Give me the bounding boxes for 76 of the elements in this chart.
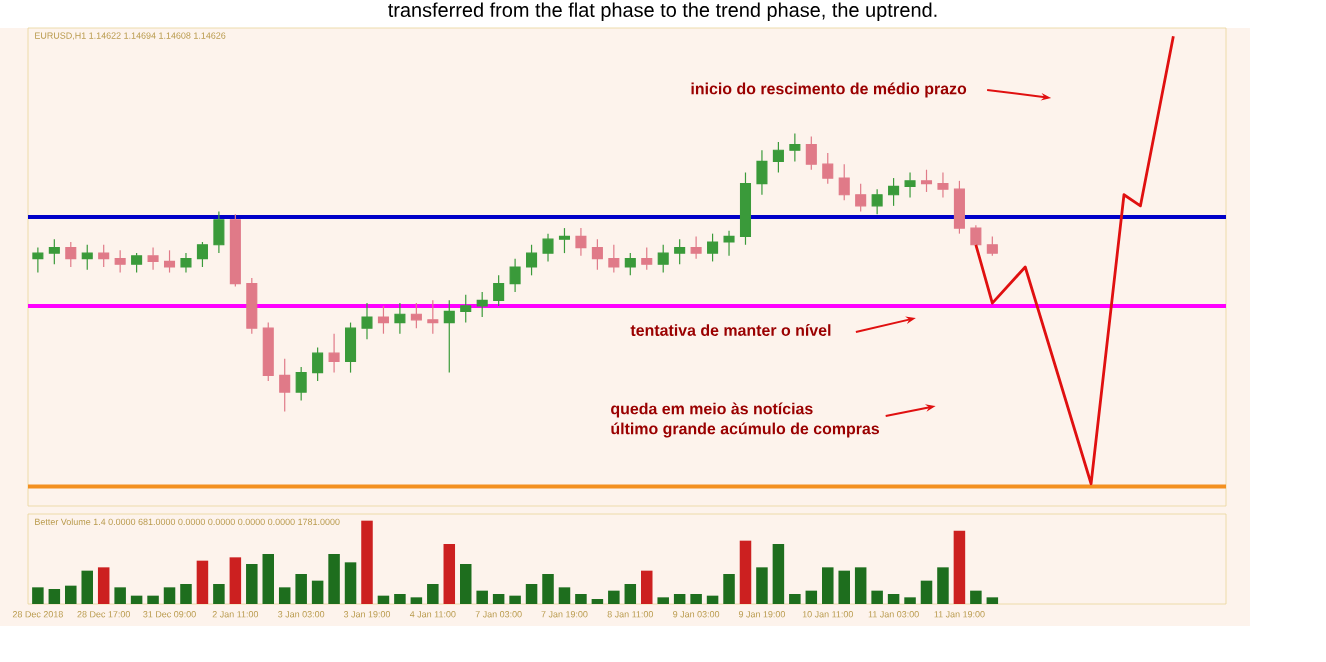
bar — [229, 557, 242, 604]
bar — [822, 567, 834, 604]
bar — [690, 594, 702, 604]
bar — [196, 560, 209, 604]
bar — [904, 597, 916, 604]
bar — [427, 584, 439, 604]
candlestick — [690, 235, 702, 260]
bar — [509, 595, 521, 604]
candlestick — [937, 171, 949, 199]
candlestick — [723, 230, 735, 257]
bar — [328, 554, 340, 604]
bar — [920, 580, 933, 604]
bar — [361, 520, 373, 604]
candlestick — [180, 252, 192, 274]
bar — [262, 554, 275, 604]
bar — [97, 567, 110, 604]
candlestick — [328, 333, 340, 374]
bar — [871, 590, 883, 604]
bar — [624, 584, 637, 604]
bar — [163, 587, 176, 604]
bar — [377, 595, 390, 604]
bar — [213, 584, 225, 604]
bar — [295, 574, 307, 604]
bar — [542, 574, 554, 604]
bar — [476, 590, 488, 604]
bar — [459, 564, 472, 604]
candlestick — [147, 246, 159, 271]
bar — [147, 595, 159, 604]
bar — [525, 584, 538, 604]
bar — [739, 540, 752, 604]
bar — [838, 570, 850, 604]
bar — [789, 594, 801, 604]
bar — [410, 597, 423, 604]
candlestick — [213, 210, 225, 254]
bar — [65, 585, 77, 604]
bar — [394, 594, 406, 604]
candlestick — [871, 188, 883, 215]
bar — [706, 595, 719, 604]
bar — [772, 544, 785, 604]
chart-title: transferred from the flat phase to the trend phase, the uptrend. — [388, 2, 937, 21]
bar — [756, 567, 768, 604]
bar — [937, 567, 949, 604]
bar — [854, 567, 867, 604]
bar — [558, 587, 571, 604]
candlestick — [394, 302, 406, 335]
bar — [723, 574, 735, 604]
bar — [443, 544, 456, 604]
candlestick — [509, 258, 521, 293]
bar — [278, 587, 291, 604]
bar — [344, 562, 357, 604]
bar — [575, 594, 587, 604]
candlestick — [361, 302, 373, 340]
bar — [805, 590, 818, 604]
candlestick — [542, 233, 554, 263]
bar — [81, 570, 93, 604]
bar — [640, 570, 653, 604]
candlestick — [756, 149, 768, 196]
bar — [180, 584, 192, 604]
bar — [114, 587, 126, 604]
candlestick — [789, 133, 801, 162]
bar — [246, 564, 258, 604]
candlestick — [32, 246, 44, 274]
bar — [970, 590, 982, 604]
bar — [953, 530, 966, 604]
bar — [986, 597, 999, 604]
bar — [608, 590, 620, 604]
bar — [657, 597, 669, 604]
bar — [130, 595, 143, 604]
bar — [311, 580, 324, 604]
candlestick — [904, 171, 916, 199]
bar — [887, 594, 900, 604]
bar — [48, 589, 61, 604]
candlestick — [575, 227, 587, 257]
bar — [32, 587, 44, 604]
bar — [492, 594, 505, 604]
bar — [673, 594, 686, 604]
